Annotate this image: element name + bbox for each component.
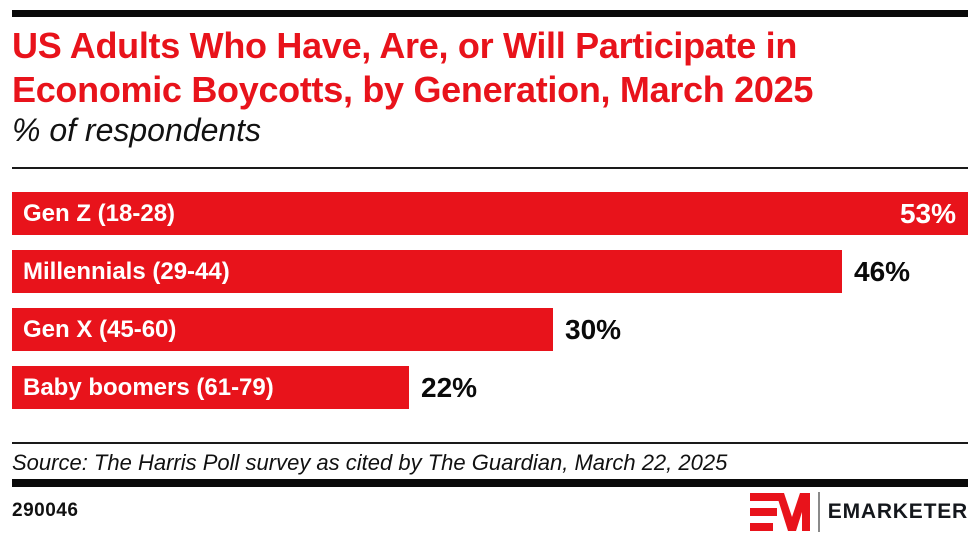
chart-title-line1: US Adults Who Have, Are, or Will Partici… xyxy=(12,25,798,66)
bar-category-label: Baby boomers (61-79) xyxy=(23,373,274,401)
bar: Gen X (45-60) xyxy=(12,308,553,351)
bar-row: Millennials (29-44) 46% xyxy=(12,250,968,293)
bar-row: Baby boomers (61-79) 22% xyxy=(12,366,968,409)
logo-divider xyxy=(817,492,820,532)
bar-category-label: Gen X (45-60) xyxy=(23,315,177,343)
bar-value-label: 22% xyxy=(421,371,478,403)
bar: Baby boomers (61-79) xyxy=(12,366,409,409)
bottom-rule xyxy=(12,479,968,487)
bar-row: Gen X (45-60) 30% xyxy=(12,308,968,351)
bar: Millennials (29-44) xyxy=(12,250,842,293)
bar-category-label: Gen Z (18-28) xyxy=(23,199,176,227)
header-divider xyxy=(12,167,968,169)
source-divider xyxy=(12,442,968,444)
bar-chart: Gen Z (18-28) 53% Millennials (29-44) 46% Ge… xyxy=(12,192,968,424)
bar-category-label: Millennials (29-44) xyxy=(23,257,230,285)
bar-row: Gen Z (18-28) 53% xyxy=(12,192,968,235)
bar-value-label: 53% xyxy=(899,197,956,229)
top-rule xyxy=(12,10,968,17)
emarketer-logo: EMARKETER xyxy=(749,491,968,533)
chart-title-line2: Economic Boycotts, by Generation, March … xyxy=(12,69,814,110)
bar-value-label: 30% xyxy=(565,313,622,345)
bar: Gen Z (18-28) 53% xyxy=(12,192,968,235)
bar-value-label: 46% xyxy=(854,255,911,287)
chart-title: US Adults Who Have, Are, or Will Partici… xyxy=(12,24,968,112)
em-monogram-icon xyxy=(749,493,810,531)
chart-subtitle: % of respondents xyxy=(12,112,262,148)
source-note: Source: The Harris Poll survey as cited … xyxy=(12,450,728,475)
chart-id: 290046 xyxy=(12,500,79,521)
brand-wordmark: EMARKETER xyxy=(827,500,968,523)
